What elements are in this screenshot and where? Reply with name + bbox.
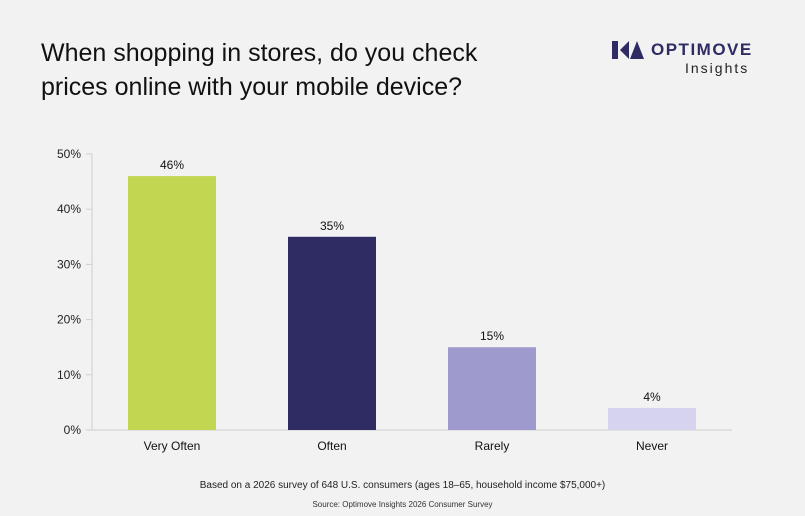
- y-tick-label: 0%: [64, 423, 82, 437]
- chart-title: When shopping in stores, do you check pr…: [41, 36, 561, 104]
- logo-sub-text: Insights: [685, 60, 750, 76]
- bar: [448, 347, 536, 430]
- data-label: 46%: [160, 158, 184, 172]
- chart-title-line-2: prices online with your mobile device?: [41, 73, 463, 101]
- bar: [288, 236, 376, 430]
- y-tick-label: 50%: [57, 147, 81, 161]
- y-tick-label: 20%: [57, 313, 81, 327]
- y-tick-label: 30%: [57, 257, 81, 271]
- bar: [128, 176, 216, 430]
- optimove-logo-icon: [612, 41, 644, 59]
- logo-brand-text: OPTIMOVE: [651, 40, 753, 59]
- x-tick-label: Very Often: [144, 439, 201, 453]
- optimove-logo: OPTIMOVE Insights: [612, 40, 772, 80]
- source-note: Source: Optimove Insights 2026 Consumer …: [312, 500, 493, 509]
- x-tick-label: Often: [317, 439, 346, 453]
- footnote: Based on a 2026 survey of 648 U.S. consu…: [199, 480, 606, 491]
- data-label: 4%: [643, 390, 661, 404]
- bar: [608, 407, 696, 430]
- data-label: 35%: [320, 219, 344, 233]
- data-label: 15%: [480, 329, 504, 343]
- y-tick-label: 40%: [57, 202, 81, 216]
- x-tick-label: Never: [636, 439, 668, 453]
- y-tick-label: 10%: [57, 368, 81, 382]
- chart-title-line-1: When shopping in stores, do you check: [41, 39, 478, 67]
- x-tick-label: Rarely: [475, 439, 510, 453]
